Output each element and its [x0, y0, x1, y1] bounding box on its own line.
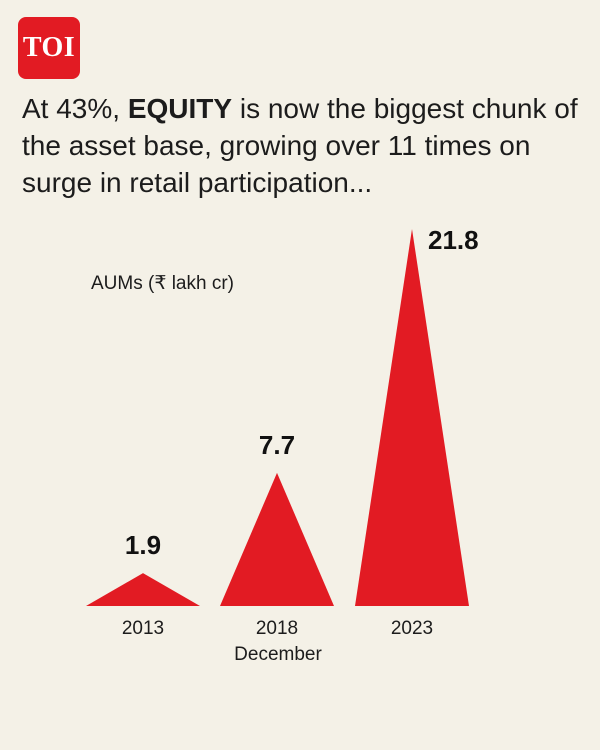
headline-suffix: is now the biggest chunk of the asset ba…	[22, 93, 578, 198]
y-axis-label: AUMs (₹ lakh cr)	[91, 273, 234, 294]
x-tick-2023: 2023	[391, 618, 433, 639]
x-tick-2018: 2018	[256, 618, 298, 639]
x-tick-2013: 2013	[122, 618, 164, 639]
data-label-2018: 7.7	[259, 430, 295, 460]
headline: At 43%, EQUITY is now the biggest chunk …	[22, 90, 582, 201]
headline-prefix: At 43%,	[22, 93, 128, 124]
headline-highlight: EQUITY	[127, 93, 233, 124]
x-sublabel-2018: December	[234, 644, 322, 665]
data-label-2013: 1.9	[125, 530, 161, 560]
bar-2013	[86, 573, 200, 606]
bar-2018	[220, 472, 334, 606]
bar-2023	[355, 229, 469, 606]
data-label-2023: 21.8	[428, 225, 479, 255]
toi-logo: TOI	[18, 17, 80, 79]
